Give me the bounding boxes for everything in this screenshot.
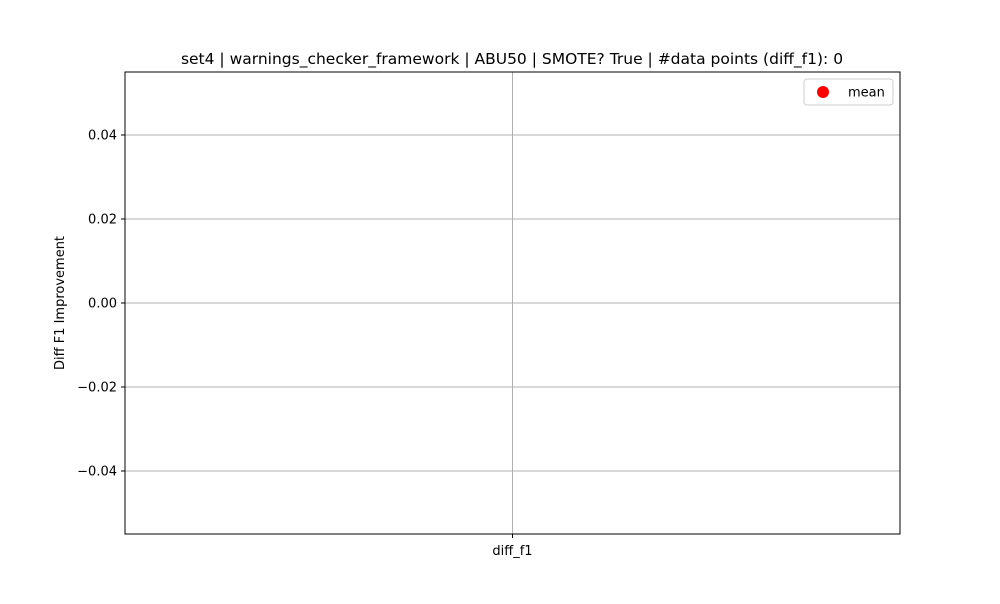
y-axis-ticks: 0.04 0.02 0.00 −0.02 −0.04 xyxy=(77,129,125,480)
legend: mean xyxy=(803,78,894,106)
y-tick-label: −0.02 xyxy=(77,381,117,396)
y-tick-label: −0.04 xyxy=(77,465,117,480)
y-tick-label: 0.02 xyxy=(88,213,117,228)
legend-label-mean: mean xyxy=(848,86,885,101)
x-axis-ticks: diff_f1 xyxy=(492,534,533,559)
legend-box xyxy=(803,78,894,106)
y-tick-label: 0.00 xyxy=(88,297,117,312)
legend-marker-mean xyxy=(817,86,829,98)
y-axis-label: Diff F1 Improvement xyxy=(53,236,68,370)
chart-title: set4 | warnings_checker_framework | ABU5… xyxy=(181,50,843,69)
grid-lines xyxy=(125,72,900,534)
y-tick-label: 0.04 xyxy=(88,129,117,144)
x-tick-label: diff_f1 xyxy=(492,544,532,559)
